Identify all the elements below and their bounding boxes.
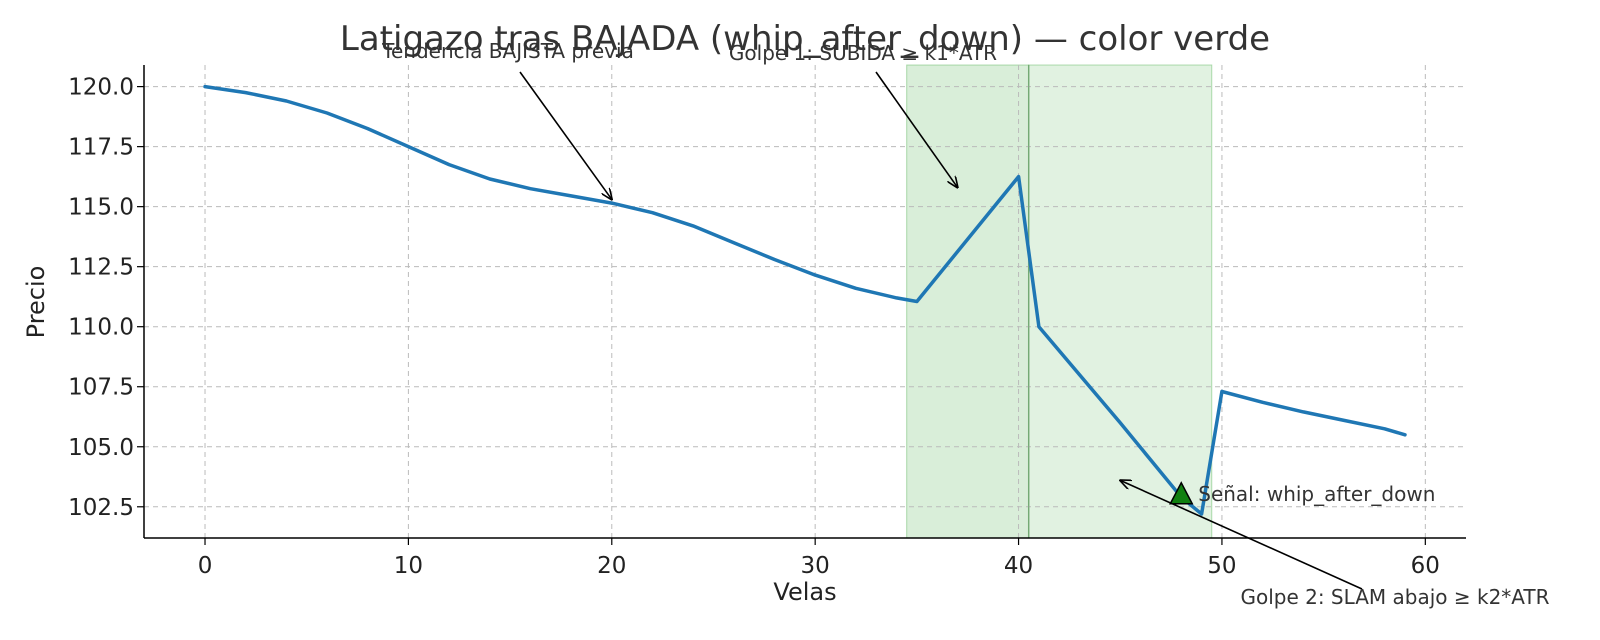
- shaded-region-1: [906, 64, 1030, 539]
- annotation-text-2: Golpe 1: SUBIDA ≥ k1*ATR: [729, 41, 997, 65]
- x-tick-label: 40: [1004, 553, 1033, 579]
- x-tick-label: 60: [1411, 553, 1440, 579]
- x-tick-label: 20: [597, 553, 626, 579]
- shaded-region-2: [1028, 64, 1213, 539]
- chart-title: Latigazo tras BAJADA (whip_after_down) —…: [340, 19, 1270, 59]
- annotation-arrow-3: [1120, 480, 1363, 590]
- signal-marker-group: Señal: whip_after_down: [1169, 481, 1435, 506]
- x-axis-label: Velas: [773, 578, 836, 606]
- y-tick-label: 110.0: [68, 315, 134, 341]
- x-tick-label: 10: [394, 553, 423, 579]
- y-tick-label: 105.0: [68, 435, 134, 461]
- y-tick-label: 102.5: [68, 495, 134, 521]
- price-series-line: [203, 84, 1407, 516]
- signal-marker-triangle: [1169, 481, 1194, 505]
- y-tick-label: 115.0: [68, 195, 134, 221]
- y-tick-label: 112.5: [68, 255, 134, 281]
- signal-marker-label: Señal: whip_after_down: [1198, 482, 1435, 506]
- x-tick-label: 30: [801, 553, 830, 579]
- y-tick-label: 107.5: [68, 375, 134, 401]
- annotation-text-3: Golpe 2: SLAM abajo ≥ k2*ATR: [1240, 585, 1549, 609]
- x-tick-label: 0: [198, 553, 213, 579]
- axes: [143, 65, 1466, 539]
- x-ticks: 0 10 20 30 40 50 60: [198, 538, 1440, 579]
- annotations: Tendencia BAJISTA previa Golpe 1: SUBIDA …: [381, 39, 1549, 609]
- grid: [144, 65, 1466, 538]
- x-tick-label: 50: [1207, 553, 1236, 579]
- y-ticks: 102.5 105.0 107.5 110.0 112.5 115.0 117.5 120.0: [68, 75, 144, 521]
- series: [203, 84, 1407, 516]
- shaded-regions: [906, 64, 1213, 539]
- annotation-text-1: Tendencia BAJISTA previa: [381, 39, 634, 63]
- annotation-arrow-1: [519, 71, 612, 199]
- y-tick-label: 120.0: [68, 75, 134, 101]
- y-axis-label: Precio: [22, 266, 50, 339]
- y-tick-label: 117.5: [68, 135, 134, 161]
- annotation-arrow-2: [875, 71, 958, 187]
